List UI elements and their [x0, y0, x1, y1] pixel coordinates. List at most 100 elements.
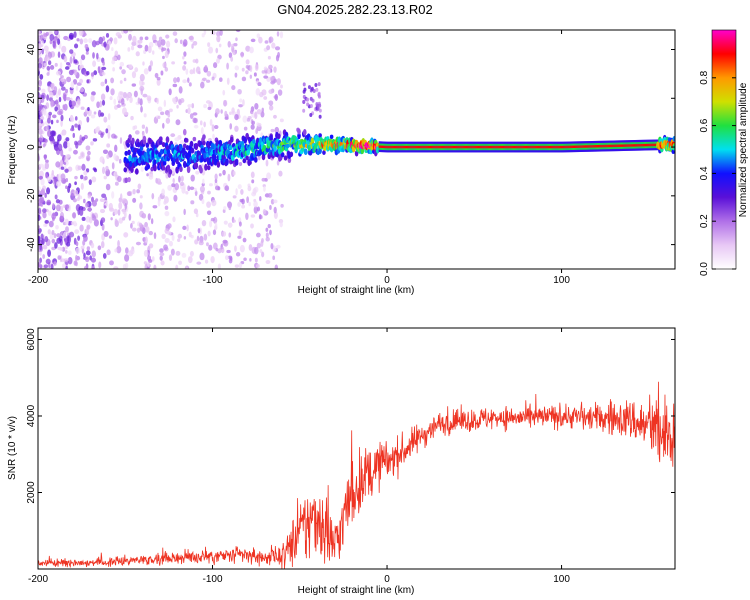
- spectrogram-cell: [47, 129, 52, 138]
- spectrogram-cell: [408, 145, 410, 149]
- spectrogram-cell: [384, 145, 386, 149]
- spectrogram-cell: [65, 137, 70, 142]
- spectrogram-cell: [273, 114, 277, 119]
- spectrogram-cell: [206, 201, 211, 208]
- spectrogram-cell: [50, 130, 56, 137]
- spectrogram-cell: [96, 101, 101, 109]
- spectrogram-cell: [178, 175, 181, 183]
- spectrogram-cell: [45, 159, 49, 164]
- spectrogram-cell: [232, 50, 237, 56]
- spectrogram-cell: [195, 212, 199, 218]
- spectrogram-cell: [38, 175, 44, 180]
- spectrogram-cell: [60, 75, 64, 79]
- spectrogram-cell: [91, 200, 97, 207]
- spectrogram-cell: [44, 236, 49, 243]
- spectrogram-cell: [234, 264, 240, 268]
- spectrogram-cell: [398, 145, 401, 149]
- spectrogram-cell: [225, 158, 229, 166]
- spectrogram-cell: [171, 61, 176, 65]
- spectrogram-cell: [158, 140, 163, 145]
- spectrogram-cell: [133, 125, 138, 130]
- spectrogram-cell: [57, 38, 61, 45]
- spectrogram-cell: [255, 264, 260, 268]
- spectrogram-cell: [592, 145, 595, 148]
- spectrogram-cell: [251, 179, 255, 184]
- spectrogram-cell: [60, 173, 66, 181]
- spectrogram-cell: [444, 145, 447, 149]
- spectrogram-cell: [585, 145, 587, 148]
- spectrogram-cell: [159, 148, 164, 155]
- spectrogram-cell: [47, 210, 52, 216]
- spectrogram-cell: [43, 62, 47, 68]
- spectrogram-cell: [106, 249, 111, 256]
- spectrogram-cell: [528, 145, 530, 149]
- spectrogram-cell: [422, 145, 425, 149]
- spectrogram-cell: [72, 212, 77, 219]
- spectrogram-cell: [218, 43, 222, 48]
- spectrogram-cell: [583, 145, 585, 148]
- spectrogram-cell: [142, 61, 145, 66]
- spectrogram-cell: [302, 99, 306, 104]
- spectrogram-cell: [378, 145, 381, 148]
- spectrogram-cell: [274, 93, 279, 101]
- spectrogram-cell: [309, 103, 313, 108]
- spectrogram-cell: [39, 110, 43, 116]
- snr-y-tick-label: 6000: [26, 328, 37, 351]
- spectrogram-cell: [183, 208, 186, 216]
- spectrogram-cell: [185, 190, 189, 195]
- spectrogram-cell: [397, 145, 400, 149]
- spectrogram-cell: [114, 181, 119, 186]
- spectrogram-heatmap: [38, 30, 675, 269]
- spectrogram-cell: [186, 224, 189, 232]
- spectrogram-cell: [107, 131, 111, 139]
- spectrogram-cell: [146, 164, 151, 170]
- spectrogram-cell: [160, 260, 165, 266]
- spectrogram-cell: [40, 39, 44, 46]
- spectrogram-cell: [114, 248, 118, 253]
- spectrogram-cell: [249, 46, 254, 54]
- spectrogram-cell: [635, 144, 638, 147]
- spectrogram-cell: [250, 38, 256, 43]
- spectrogram-cell: [163, 99, 167, 108]
- spectrogram-cell: [117, 175, 122, 183]
- spectrogram-cell: [139, 202, 143, 210]
- spectrogram-cell: [53, 261, 57, 266]
- spectrogram-cell: [458, 145, 460, 149]
- snr-x-tick-label: -100: [203, 574, 223, 585]
- spectrogram-cell: [262, 208, 267, 215]
- spectrogram-cell: [40, 34, 44, 41]
- spectrogram-cell: [502, 145, 504, 149]
- spectrogram-cell: [273, 206, 277, 214]
- spectrogram-cell: [68, 32, 74, 40]
- spectrogram-cell: [98, 36, 103, 45]
- spectrogram-cell: [143, 68, 149, 75]
- spectrogram-cell: [216, 58, 220, 64]
- spectrogram-cell: [273, 144, 277, 152]
- spectrogram-cell: [256, 206, 261, 212]
- spectrogram-cell: [182, 225, 187, 231]
- spectrogram-cell: [222, 239, 228, 244]
- spectrogram-cell: [83, 198, 86, 204]
- spectrogram-cell: [463, 145, 465, 149]
- colorbar-frame: [711, 29, 737, 270]
- spectrogram-cell: [226, 77, 230, 85]
- spectrogram-cell: [506, 145, 508, 149]
- spectrogram-cell: [38, 207, 42, 215]
- spectrogram-cell: [318, 108, 322, 113]
- spectrogram-cell: [266, 172, 272, 180]
- spectrogram-cell: [87, 194, 91, 199]
- spectrogram-cell: [97, 66, 101, 74]
- spectrogram-cell: [394, 145, 397, 149]
- spectrogram-cell: [532, 145, 534, 149]
- spectrogram-cell: [140, 166, 144, 172]
- spectrogram-cell: [64, 88, 69, 94]
- spectrogram-cell: [221, 231, 227, 237]
- spectrogram-cell: [270, 242, 274, 250]
- spectrogram-cell: [87, 107, 90, 112]
- spectrogram-cell: [234, 72, 238, 78]
- spectrogram-cell: [72, 198, 77, 203]
- spectrogram-cell: [201, 77, 207, 82]
- spectrogram-cell: [263, 75, 269, 79]
- spectrogram-cell: [68, 231, 75, 238]
- spectrogram-cell: [41, 238, 45, 246]
